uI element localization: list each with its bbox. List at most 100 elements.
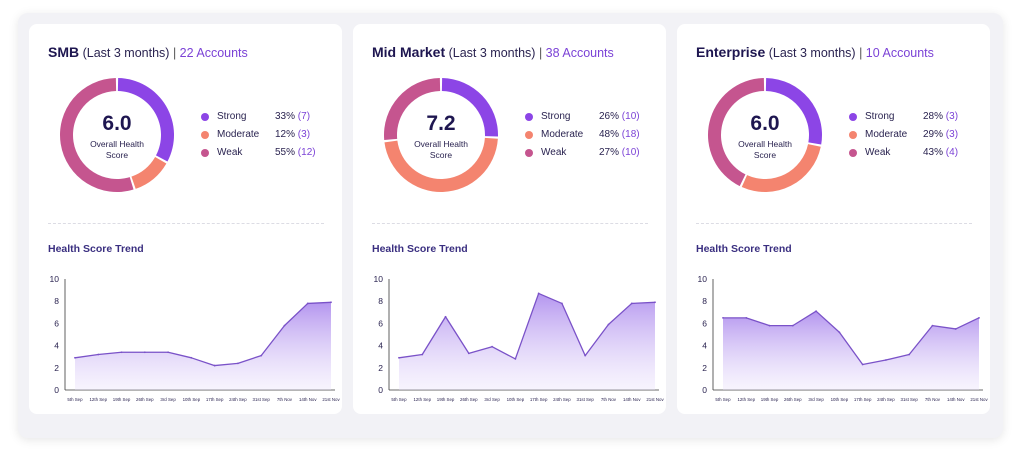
x-tick-label: 24th Sep bbox=[877, 397, 895, 402]
legend-count: (10) bbox=[621, 147, 640, 158]
donut-slice-weak bbox=[60, 78, 134, 192]
x-tick-label: 10th Sep bbox=[507, 397, 525, 402]
x-tick-label: 24th Sep bbox=[553, 397, 571, 402]
x-tick-label: 31st Sep bbox=[253, 397, 271, 402]
trend-point bbox=[630, 302, 633, 305]
donut-slice-strong bbox=[765, 78, 822, 145]
legend-value: 43% (4) bbox=[923, 147, 958, 158]
legend-count: (3) bbox=[945, 111, 959, 122]
y-tick-label: 2 bbox=[378, 363, 383, 373]
segment-name: Enterprise bbox=[696, 44, 766, 60]
trend-point bbox=[491, 345, 493, 348]
x-tick-label: 26th Sep bbox=[460, 397, 478, 402]
legend-count: (3) bbox=[945, 129, 959, 140]
x-tick-label: 7th Nov bbox=[601, 397, 617, 402]
x-tick-label: 3rd Sep bbox=[484, 397, 500, 402]
trend-point bbox=[237, 362, 239, 365]
legend-count: (18) bbox=[621, 129, 640, 140]
y-tick-label: 0 bbox=[702, 385, 707, 395]
legend-value: 48% (18) bbox=[599, 129, 640, 140]
separator: | bbox=[538, 46, 543, 60]
donut-slice-moderate bbox=[741, 144, 821, 193]
trend-point bbox=[421, 353, 424, 356]
trend-point bbox=[467, 352, 470, 355]
legend-value: 26% (10) bbox=[599, 111, 640, 122]
account-count[interactable]: 10 Accounts bbox=[865, 46, 934, 60]
dashboard-panel: SMB (Last 3 months) | 22 Accounts 6.0 Ov… bbox=[18, 13, 1003, 438]
trend-point bbox=[722, 316, 724, 319]
separator: | bbox=[172, 46, 177, 60]
y-tick-label: 8 bbox=[702, 296, 707, 306]
health-donut-chart bbox=[383, 78, 499, 193]
donut-legend: Strong 28% (3) Moderate 29% (3) Weak 43%… bbox=[849, 111, 979, 165]
segment-card-smb: SMB (Last 3 months) | 22 Accounts 6.0 Ov… bbox=[29, 24, 342, 414]
legend-percent: 48% bbox=[599, 129, 620, 140]
donut-slice-weak bbox=[707, 78, 765, 187]
trend-point bbox=[120, 351, 123, 354]
x-tick-label: 14th Nov bbox=[299, 397, 317, 402]
legend-count: (4) bbox=[945, 147, 959, 158]
trend-point bbox=[306, 302, 309, 305]
trend-point bbox=[931, 324, 934, 327]
segment-name: SMB bbox=[48, 44, 80, 60]
legend-label: Weak bbox=[541, 147, 567, 158]
legend-item-weak: Weak 27% (10) bbox=[525, 147, 655, 165]
x-tick-label: 26th Sep bbox=[136, 397, 154, 402]
trend-point bbox=[561, 302, 563, 305]
x-tick-label: 14th Nov bbox=[623, 397, 641, 402]
legend-percent: 12% bbox=[275, 129, 296, 140]
account-count[interactable]: 38 Accounts bbox=[545, 46, 614, 60]
y-tick-label: 4 bbox=[378, 341, 383, 351]
trend-point bbox=[584, 354, 587, 357]
trend-point bbox=[861, 363, 864, 366]
legend-dot-weak bbox=[201, 149, 209, 157]
overall-health-score: 6.0 bbox=[750, 112, 780, 135]
x-tick-label: 7th Nov bbox=[277, 397, 293, 402]
card-header: Mid Market (Last 3 months) | 38 Accounts bbox=[372, 44, 656, 60]
account-count[interactable]: 22 Accounts bbox=[179, 46, 248, 60]
donut-slice-weak bbox=[383, 78, 441, 141]
legend-percent: 55% bbox=[275, 147, 296, 158]
legend-count: (3) bbox=[297, 129, 311, 140]
trend-point bbox=[398, 356, 400, 359]
legend-dot-weak bbox=[849, 149, 857, 157]
trend-point bbox=[768, 324, 771, 327]
trend-point bbox=[885, 359, 887, 361]
legend-percent: 28% bbox=[923, 111, 944, 122]
legend-item-weak: Weak 55% (12) bbox=[201, 147, 331, 165]
trend-point bbox=[745, 316, 748, 319]
trend-point bbox=[954, 328, 957, 330]
overall-health-score-label: Overall Health Score bbox=[414, 139, 468, 160]
trend-line bbox=[723, 310, 980, 366]
x-tick-label: 19th Sep bbox=[113, 397, 131, 402]
x-tick-label: 5th Sep bbox=[715, 397, 731, 402]
donut-slice-moderate bbox=[131, 156, 167, 189]
x-tick-label: 17th Sep bbox=[206, 397, 224, 402]
trend-point bbox=[607, 323, 610, 326]
segment-card-mid-market: Mid Market (Last 3 months) | 38 Accounts… bbox=[353, 24, 666, 414]
x-tick-label: 26th Sep bbox=[784, 397, 802, 402]
x-tick-label: 5th Sep bbox=[391, 397, 407, 402]
trend-point bbox=[908, 353, 911, 356]
overall-health-score-label: Overall Health Score bbox=[738, 139, 792, 160]
legend-value: 55% (12) bbox=[275, 147, 316, 158]
y-tick-label: 0 bbox=[54, 385, 59, 395]
x-tick-label: 10th Sep bbox=[831, 397, 849, 402]
trend-point bbox=[654, 301, 656, 304]
segment-card-enterprise: Enterprise (Last 3 months) | 10 Accounts… bbox=[677, 24, 990, 414]
legend-label: Moderate bbox=[865, 129, 908, 140]
y-tick-label: 4 bbox=[702, 341, 707, 351]
section-divider bbox=[696, 223, 972, 224]
period-label: (Last 3 months) bbox=[82, 46, 170, 60]
health-score-trend-chart: 0 2 4 6 8 10 5th Sep 12th Sep 19th Sep 26th Sep 3r… bbox=[374, 274, 665, 402]
trend-title: Health Score Trend bbox=[696, 243, 792, 255]
trend-point bbox=[330, 301, 332, 304]
legend-item-moderate: Moderate 12% (3) bbox=[201, 129, 331, 147]
card-header: SMB (Last 3 months) | 22 Accounts bbox=[48, 44, 332, 60]
legend-percent: 29% bbox=[923, 129, 944, 140]
trend-point bbox=[978, 316, 980, 319]
trend-area bbox=[399, 293, 655, 390]
x-tick-label: 14th Nov bbox=[947, 397, 965, 402]
x-tick-label: 12th Sep bbox=[737, 397, 755, 402]
trend-point bbox=[97, 353, 100, 356]
